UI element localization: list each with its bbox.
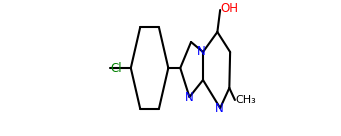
Text: CH₃: CH₃ <box>235 95 256 105</box>
Text: N: N <box>185 91 194 104</box>
Text: N: N <box>215 101 224 115</box>
Text: Cl: Cl <box>110 61 122 75</box>
Text: OH: OH <box>221 2 239 15</box>
Text: N: N <box>197 45 206 58</box>
